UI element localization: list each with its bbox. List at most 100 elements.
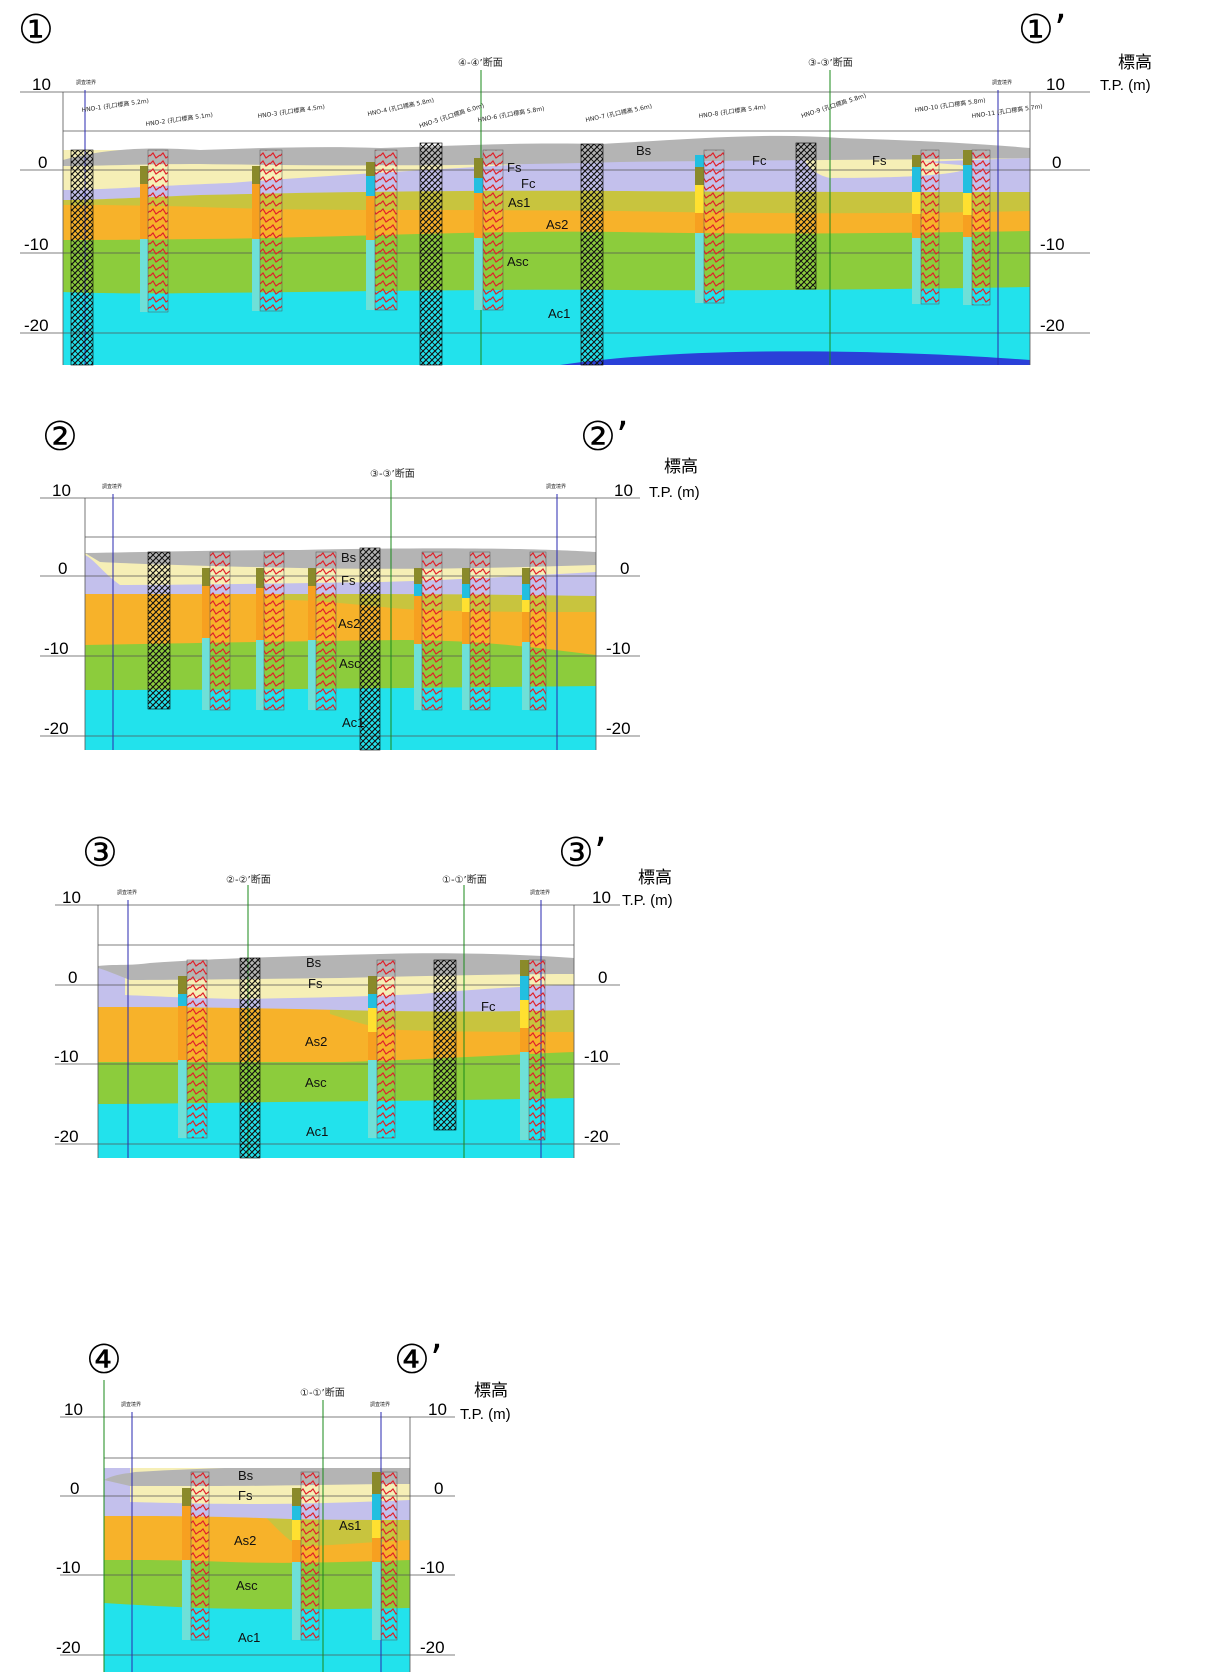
- borehole: [308, 551, 337, 711]
- axis-tick-right-m10: -10: [420, 1558, 445, 1577]
- unit-label: 標高: [638, 868, 672, 888]
- borehole: [182, 1471, 210, 1641]
- axis-tick-right-m20: -20: [1040, 316, 1065, 335]
- svg-text:HNO-1 (孔口標高 5.2m): HNO-1 (孔口標高 5.2m): [81, 97, 149, 114]
- section-1: HNO-1 (孔口標高 5.2m) HNO-2 (孔口標高 5.1m) HNO-…: [18, 7, 1152, 366]
- axis-tick-right-0: 0: [434, 1479, 443, 1498]
- axis-tick-left-m20: -20: [56, 1638, 81, 1657]
- borehole: [912, 149, 940, 305]
- section-end-mark: ①’: [1018, 7, 1067, 53]
- section-start-mark: ④: [86, 1337, 122, 1383]
- layer-label-ac1: Ac1: [342, 715, 364, 730]
- borehole: [202, 551, 231, 711]
- boreholes: [70, 142, 991, 366]
- svg-text:HNO-11 (孔口標高 5.7m): HNO-11 (孔口標高 5.7m): [971, 102, 1043, 120]
- axis-tick-left-m10: -10: [56, 1558, 81, 1577]
- layer-label-asc: Asc: [236, 1578, 258, 1593]
- borehole: [462, 551, 491, 711]
- borehole: [140, 149, 169, 313]
- axis-tick-right-10: 10: [614, 481, 633, 500]
- layer-label-bs: Bs: [238, 1468, 254, 1483]
- boreholes: [182, 1471, 398, 1641]
- unit-sub: T.P. (m): [460, 1406, 511, 1423]
- boundary-label: 調査境界: [530, 889, 550, 896]
- borehole: [366, 149, 398, 311]
- layer-label-fs: Fs: [308, 976, 323, 991]
- svg-text:HNO-3 (孔口標高 4.5m): HNO-3 (孔口標高 4.5m): [257, 103, 325, 120]
- borehole: [695, 149, 725, 304]
- borehole: [433, 959, 457, 1131]
- section-start-mark: ②: [42, 414, 78, 460]
- borehole: [256, 551, 285, 711]
- layer-label-fs: Fs: [507, 160, 522, 175]
- borehole: [963, 149, 991, 306]
- layer-label-asc: Asc: [305, 1075, 327, 1090]
- axis-tick-left-m10: -10: [54, 1047, 79, 1066]
- borehole: [520, 959, 546, 1141]
- axis-tick-left-m20: -20: [54, 1127, 79, 1146]
- borehole: [239, 957, 261, 1159]
- svg-text:HNO-6 (孔口標高 5.8m): HNO-6 (孔口標高 5.8m): [477, 104, 545, 124]
- layer-label-ac1: Ac1: [238, 1630, 260, 1645]
- borehole: [580, 143, 604, 366]
- section-end-mark: ③’: [558, 830, 607, 876]
- section-end-mark: ②’: [580, 414, 629, 460]
- borehole: [414, 551, 443, 711]
- boundary-label: 調査境界: [992, 79, 1012, 86]
- axis-tick-right-m10: -10: [584, 1047, 609, 1066]
- layer-label-as2: As2: [546, 217, 568, 232]
- boundary-label: 調査境界: [546, 483, 566, 490]
- axis-tick-right-m20: -20: [420, 1638, 445, 1657]
- layer-label-fc: Fc: [481, 999, 496, 1014]
- axis-tick-left-0: 0: [70, 1479, 79, 1498]
- layer-deep-clay: [560, 351, 1030, 365]
- axis-tick-right-m10: -10: [1040, 235, 1065, 254]
- svg-text:HNO-9 (孔口標高 5.8m): HNO-9 (孔口標高 5.8m): [800, 91, 867, 120]
- axis-tick-left-0: 0: [58, 559, 67, 578]
- axis-tick-right-m10: -10: [606, 639, 631, 658]
- axis-tick-left-m10: -10: [24, 235, 49, 254]
- cross-section-label: ③-③’断面: [808, 56, 853, 69]
- borehole: [147, 551, 171, 710]
- svg-text:HNO-5 (孔口標高 6.0m): HNO-5 (孔口標高 6.0m): [418, 101, 485, 130]
- cross-section-label: ④-④’断面: [458, 56, 503, 69]
- svg-text:HNO-4 (孔口標高 5.8m): HNO-4 (孔口標高 5.8m): [367, 96, 435, 118]
- unit-sub: T.P. (m): [622, 892, 673, 909]
- layer-bs: [104, 1466, 410, 1486]
- axis-tick-right-0: 0: [598, 968, 607, 987]
- layer-label-fc: Fc: [521, 176, 536, 191]
- axis-tick-left-0: 0: [38, 153, 47, 172]
- axis-tick-left-10: 10: [62, 888, 81, 907]
- layer-label-ac1: Ac1: [548, 306, 570, 321]
- axis-tick-left-m20: -20: [24, 316, 49, 335]
- axis-tick-right-10: 10: [1046, 75, 1065, 94]
- blank-top-mask: [104, 1390, 410, 1468]
- layer-label-asc: Asc: [339, 656, 361, 671]
- boreholes: [178, 957, 546, 1159]
- layer-label-as2: As2: [234, 1533, 256, 1548]
- unit-sub: T.P. (m): [649, 484, 700, 501]
- layer-label-asc: Asc: [507, 254, 529, 269]
- svg-text:HNO-7 (孔口標高 5.6m): HNO-7 (孔口標高 5.6m): [585, 102, 653, 124]
- boreholes: [147, 547, 547, 751]
- axis-tick-left-10: 10: [64, 1400, 83, 1419]
- unit-sub: T.P. (m): [1100, 77, 1151, 94]
- borehole: [359, 547, 381, 751]
- layer-label-as1: As1: [339, 1518, 361, 1533]
- axis-tick-right-m20: -20: [606, 719, 631, 738]
- layer-label-ac1: Ac1: [306, 1124, 328, 1139]
- layer-bs: [63, 135, 1030, 166]
- axis-tick-right-0: 0: [1052, 153, 1061, 172]
- borehole: [292, 1471, 320, 1641]
- axis-tick-left-m20: -20: [44, 719, 69, 738]
- borehole: [368, 959, 396, 1139]
- cross-section-label: ①-①’断面: [300, 1386, 345, 1399]
- section-4: ④ ④’ 標高 T.P. (m) 10 0 -10 -20 10 0 -10 -…: [56, 1337, 511, 1672]
- section-2: ② ②’ 標高 T.P. (m) 10 0 -10 -20 10 0 -10 -…: [40, 414, 700, 751]
- axis-tick-right-0: 0: [620, 559, 629, 578]
- section-end-mark: ④’: [394, 1337, 443, 1383]
- borehole: [70, 149, 94, 366]
- layer-label-bs: Bs: [636, 143, 652, 158]
- cross-section-label: ③-③’断面: [370, 467, 415, 480]
